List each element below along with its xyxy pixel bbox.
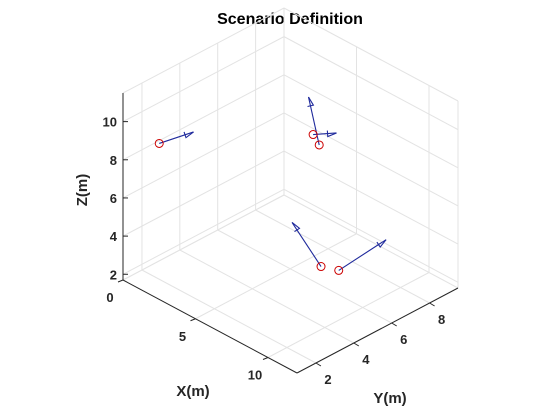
tick-labels: 2 4 6 8 10 0 5 10 2 4 6 8 [103,115,446,387]
data-points [154,130,344,275]
grid-line [283,36,459,131]
x-tick [117,279,124,283]
grid-line [122,74,285,161]
position-marker [308,130,318,140]
z-tick-label: 6 [110,191,117,206]
arrow-head [183,131,194,139]
grid-line [195,233,357,320]
y-tick [315,362,322,367]
pane-edge [283,7,459,102]
grid-line [179,249,355,344]
y-tick-label: 6 [400,332,407,347]
z-tick-label: 10 [103,115,117,130]
z-tick-label: 8 [110,153,117,168]
chart-title: Scenario Definition [217,11,363,28]
grid-line [283,150,459,245]
x-tick-label: 10 [248,368,262,383]
x-tick-label: 5 [179,329,186,344]
y-tick [353,342,360,347]
velocity-arrow [307,96,320,146]
position-marker [316,262,326,272]
grid-line [122,36,285,123]
x-axis-label: X(m) [176,383,209,400]
grid-line [141,269,317,364]
position-marker [154,138,164,148]
position-marker [334,265,344,275]
grid-lines [122,7,459,364]
x-tick-label: 0 [106,290,113,305]
pane-edge [283,194,459,289]
y-tick-label: 2 [324,372,331,387]
x-tick [262,357,269,360]
x-tick [190,318,196,322]
grid-line [283,188,459,283]
pane-edge [122,194,285,281]
z-axis-label: Z(m) [74,174,91,207]
axis-lines [117,93,459,374]
y-tick [391,322,397,327]
arrow-head [307,96,315,108]
pane-edge [122,7,285,94]
y-tick-label: 4 [362,352,370,367]
position-marker [314,140,324,150]
grid-line [122,112,285,199]
y-tick [429,302,435,307]
y-tick-label: 8 [438,312,445,327]
grid-line [122,188,285,275]
grid-line [122,150,285,237]
grid-line [267,272,430,358]
grid-line [255,209,430,304]
arrow-head [326,130,337,138]
grid-line [283,74,459,169]
z-tick-label: 2 [110,267,117,282]
y-axis-label: Y(m) [373,390,406,407]
y-axis-line [296,287,459,374]
arrow-head [291,221,301,233]
velocity-arrow [159,131,194,144]
x-axis-line [122,279,298,374]
grid-line [217,229,392,324]
grid-line [283,112,459,207]
arrow-head [376,239,387,249]
z-tick-label: 4 [110,229,118,244]
